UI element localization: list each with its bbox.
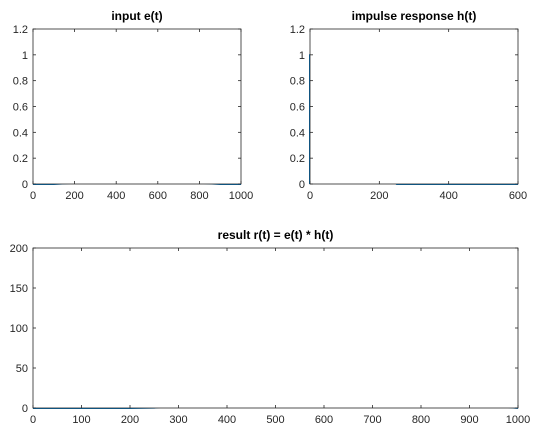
plot-impulse-response-h: 0 200 400 600 0 0.2 0.4 0.6 0.8 1 1.2 impulse respo…: [290, 9, 527, 202]
y-tick-label-input-5: 1: [22, 50, 28, 62]
y-tick-label-result-0: 0: [22, 403, 28, 415]
y-tick-label-input-6: 1.2: [13, 24, 28, 36]
x-tick-label-impulse-3: 600: [509, 190, 527, 202]
x-tick-label-result-0: 0: [30, 414, 36, 426]
axes-frame-result: [32, 247, 519, 409]
plot-input-e: 0 200 400 600 800 1000 0 0.2 0.4 0.6 0.8 1 1.2 input …: [13, 9, 254, 202]
axes-frame-input: [32, 28, 242, 185]
y-tick-label-input-4: 0.8: [13, 76, 28, 88]
y-tick-label-impulse-0: 0: [299, 179, 305, 191]
x-tick-label-input-1: 200: [65, 190, 83, 202]
y-tick-label-result-4: 200: [10, 243, 28, 255]
y-tick-label-impulse-5: 1: [299, 50, 305, 62]
x-tick-label-input-4: 800: [190, 190, 208, 202]
y-tick-label-input-3: 0.6: [13, 102, 28, 114]
y-tick-label-impulse-2: 0.4: [290, 127, 305, 139]
x-tick-label-input-3: 600: [149, 190, 167, 202]
x-tick-label-result-7: 700: [363, 414, 381, 426]
x-tick-label-impulse-2: 400: [439, 190, 457, 202]
y-tick-label-input-1: 0.2: [13, 153, 28, 165]
y-tick-label-result-1: 50: [16, 363, 28, 375]
x-tick-label-result-4: 400: [218, 414, 236, 426]
x-tick-label-impulse-0: 0: [307, 190, 313, 202]
chart-title-impulse: impulse response h(t): [352, 9, 477, 23]
y-tick-label-impulse-3: 0.6: [290, 102, 305, 114]
x-tick-label-result-3: 300: [169, 414, 187, 426]
x-tick-label-result-9: 900: [460, 414, 478, 426]
x-tick-label-result-2: 200: [121, 414, 139, 426]
y-tick-label-result-3: 150: [10, 283, 28, 295]
x-tick-label-result-1: 100: [72, 414, 90, 426]
x-tick-label-result-6: 600: [315, 414, 333, 426]
x-tick-label-result-5: 500: [266, 414, 284, 426]
x-tick-label-input-0: 0: [30, 190, 36, 202]
chart-title-result: result r(t) = e(t) * h(t): [218, 228, 334, 242]
y-tick-label-input-0: 0: [22, 179, 28, 191]
y-tick-label-result-2: 100: [10, 323, 28, 335]
x-tick-label-result-8: 800: [412, 414, 430, 426]
x-tick-label-input-2: 400: [107, 190, 125, 202]
y-tick-label-impulse-4: 0.8: [290, 76, 305, 88]
y-tick-label-impulse-6: 1.2: [290, 24, 305, 36]
chart-title-input: input e(t): [111, 9, 162, 23]
axes-frame-impulse: [309, 28, 519, 185]
plot-result-r: 0 100 200 300 400 500 600 700 800 900 1000 0 50 100 15…: [10, 228, 531, 426]
x-tick-label-result-10: 1000: [506, 414, 530, 426]
x-tick-label-input-5: 1000: [229, 190, 253, 202]
y-tick-label-input-2: 0.4: [13, 127, 28, 139]
y-tick-label-impulse-1: 0.2: [290, 153, 305, 165]
x-tick-label-impulse-1: 200: [370, 190, 388, 202]
